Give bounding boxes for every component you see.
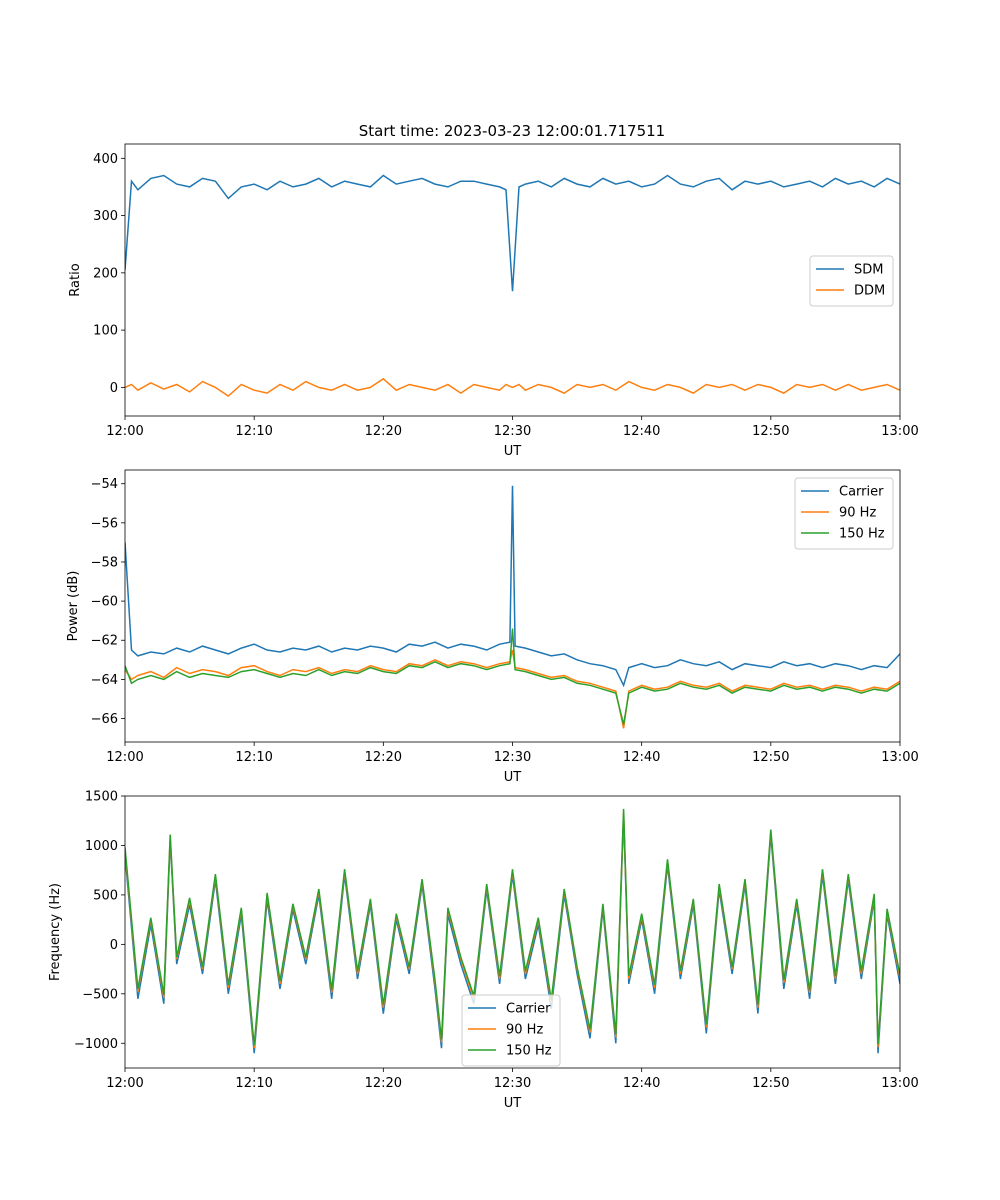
x-tick-label: 12:40 <box>623 1076 660 1091</box>
y-tick-label: −54 <box>91 477 118 492</box>
chart-panel-3: 12:00 12:10 12:20 12:30 12:40 12:50 13:00 1500 1… <box>48 790 919 1112</box>
legend-label: SDM <box>854 263 883 278</box>
x-axis-label: UT <box>504 1096 522 1111</box>
y-tick-label: −58 <box>91 555 118 570</box>
legend: Carrier 90 Hz 150 Hz <box>794 477 894 550</box>
y-tick-label: −62 <box>91 634 118 649</box>
y-axis-label: Power (dB) <box>66 571 81 642</box>
y-tick-label: −1000 <box>74 1037 118 1052</box>
x-tick-label: 12:20 <box>365 1076 402 1091</box>
x-tick-label: 12:00 <box>106 1076 143 1091</box>
x-axis-label: UT <box>504 770 522 785</box>
legend: Carrier 90 Hz 150 Hz <box>461 994 561 1067</box>
y-tick-label: 200 <box>93 266 118 281</box>
legend-label: 150 Hz <box>506 1044 552 1059</box>
legend-label: 150 Hz <box>839 527 885 542</box>
x-tick-label: 12:20 <box>365 424 402 439</box>
y-tick-label: −64 <box>91 673 118 688</box>
x-tick-label: 12:40 <box>623 424 660 439</box>
y-axis-label: Frequency (Hz) <box>48 883 63 981</box>
y-tick-label: 400 <box>93 152 118 167</box>
series-line-150-hz <box>125 628 900 725</box>
x-tick-label: 12:50 <box>752 750 789 765</box>
x-tick-label: 12:30 <box>494 1076 531 1091</box>
x-tick-label: 12:40 <box>623 750 660 765</box>
legend-label: 90 Hz <box>506 1023 543 1038</box>
y-tick-label: 1000 <box>85 839 118 854</box>
chart-panel-1: 12:00 12:10 12:20 12:30 12:40 12:50 13:00 0 100 2… <box>68 143 919 459</box>
x-tick-label: 13:00 <box>881 424 918 439</box>
y-tick-label: −500 <box>82 987 118 1002</box>
x-tick-label: 13:00 <box>881 750 918 765</box>
y-tick-label: 0 <box>110 938 118 953</box>
series-line-carrier <box>125 485 900 688</box>
legend-label: Carrier <box>506 1002 551 1017</box>
figure-title: Start time: 2023-03-23 12:00:01.717511 <box>359 122 665 140</box>
chart-panel-2: 12:00 12:10 12:20 12:30 12:40 12:50 13:00 −54 −5… <box>66 469 919 785</box>
y-tick-label: 0 <box>110 381 118 396</box>
legend-label: Carrier <box>839 485 884 500</box>
series-line-90-hz <box>125 649 900 729</box>
x-tick-label: 12:30 <box>494 750 531 765</box>
x-tick-label: 12:10 <box>235 750 272 765</box>
legend-label: DDM <box>854 284 885 299</box>
y-tick-label: 500 <box>93 888 118 903</box>
y-tick-label: −56 <box>91 516 118 531</box>
legend-box <box>461 994 561 1067</box>
x-tick-label: 12:00 <box>106 424 143 439</box>
legend-label: 90 Hz <box>839 506 876 521</box>
y-tick-label: 1500 <box>85 790 118 805</box>
x-tick-label: 12:20 <box>365 750 402 765</box>
y-tick-label: 100 <box>93 324 118 339</box>
x-tick-label: 12:50 <box>752 424 789 439</box>
legend: SDM DDM <box>809 255 894 307</box>
x-tick-label: 12:10 <box>235 424 272 439</box>
x-tick-label: 12:30 <box>494 424 531 439</box>
y-tick-label: −60 <box>91 595 118 610</box>
y-axis-label: Ratio <box>68 263 83 296</box>
x-tick-label: 13:00 <box>881 1076 918 1091</box>
x-tick-label: 12:50 <box>752 1076 789 1091</box>
x-tick-label: 12:10 <box>235 1076 272 1091</box>
y-tick-label: 300 <box>93 209 118 224</box>
series-line-150-hz <box>125 808 900 1046</box>
y-tick-label: −66 <box>91 712 118 727</box>
legend-box <box>794 477 894 550</box>
series-line-ddm <box>125 377 900 397</box>
series-line-sdm <box>125 174 900 292</box>
x-axis-label: UT <box>504 444 522 459</box>
x-tick-label: 12:00 <box>106 750 143 765</box>
